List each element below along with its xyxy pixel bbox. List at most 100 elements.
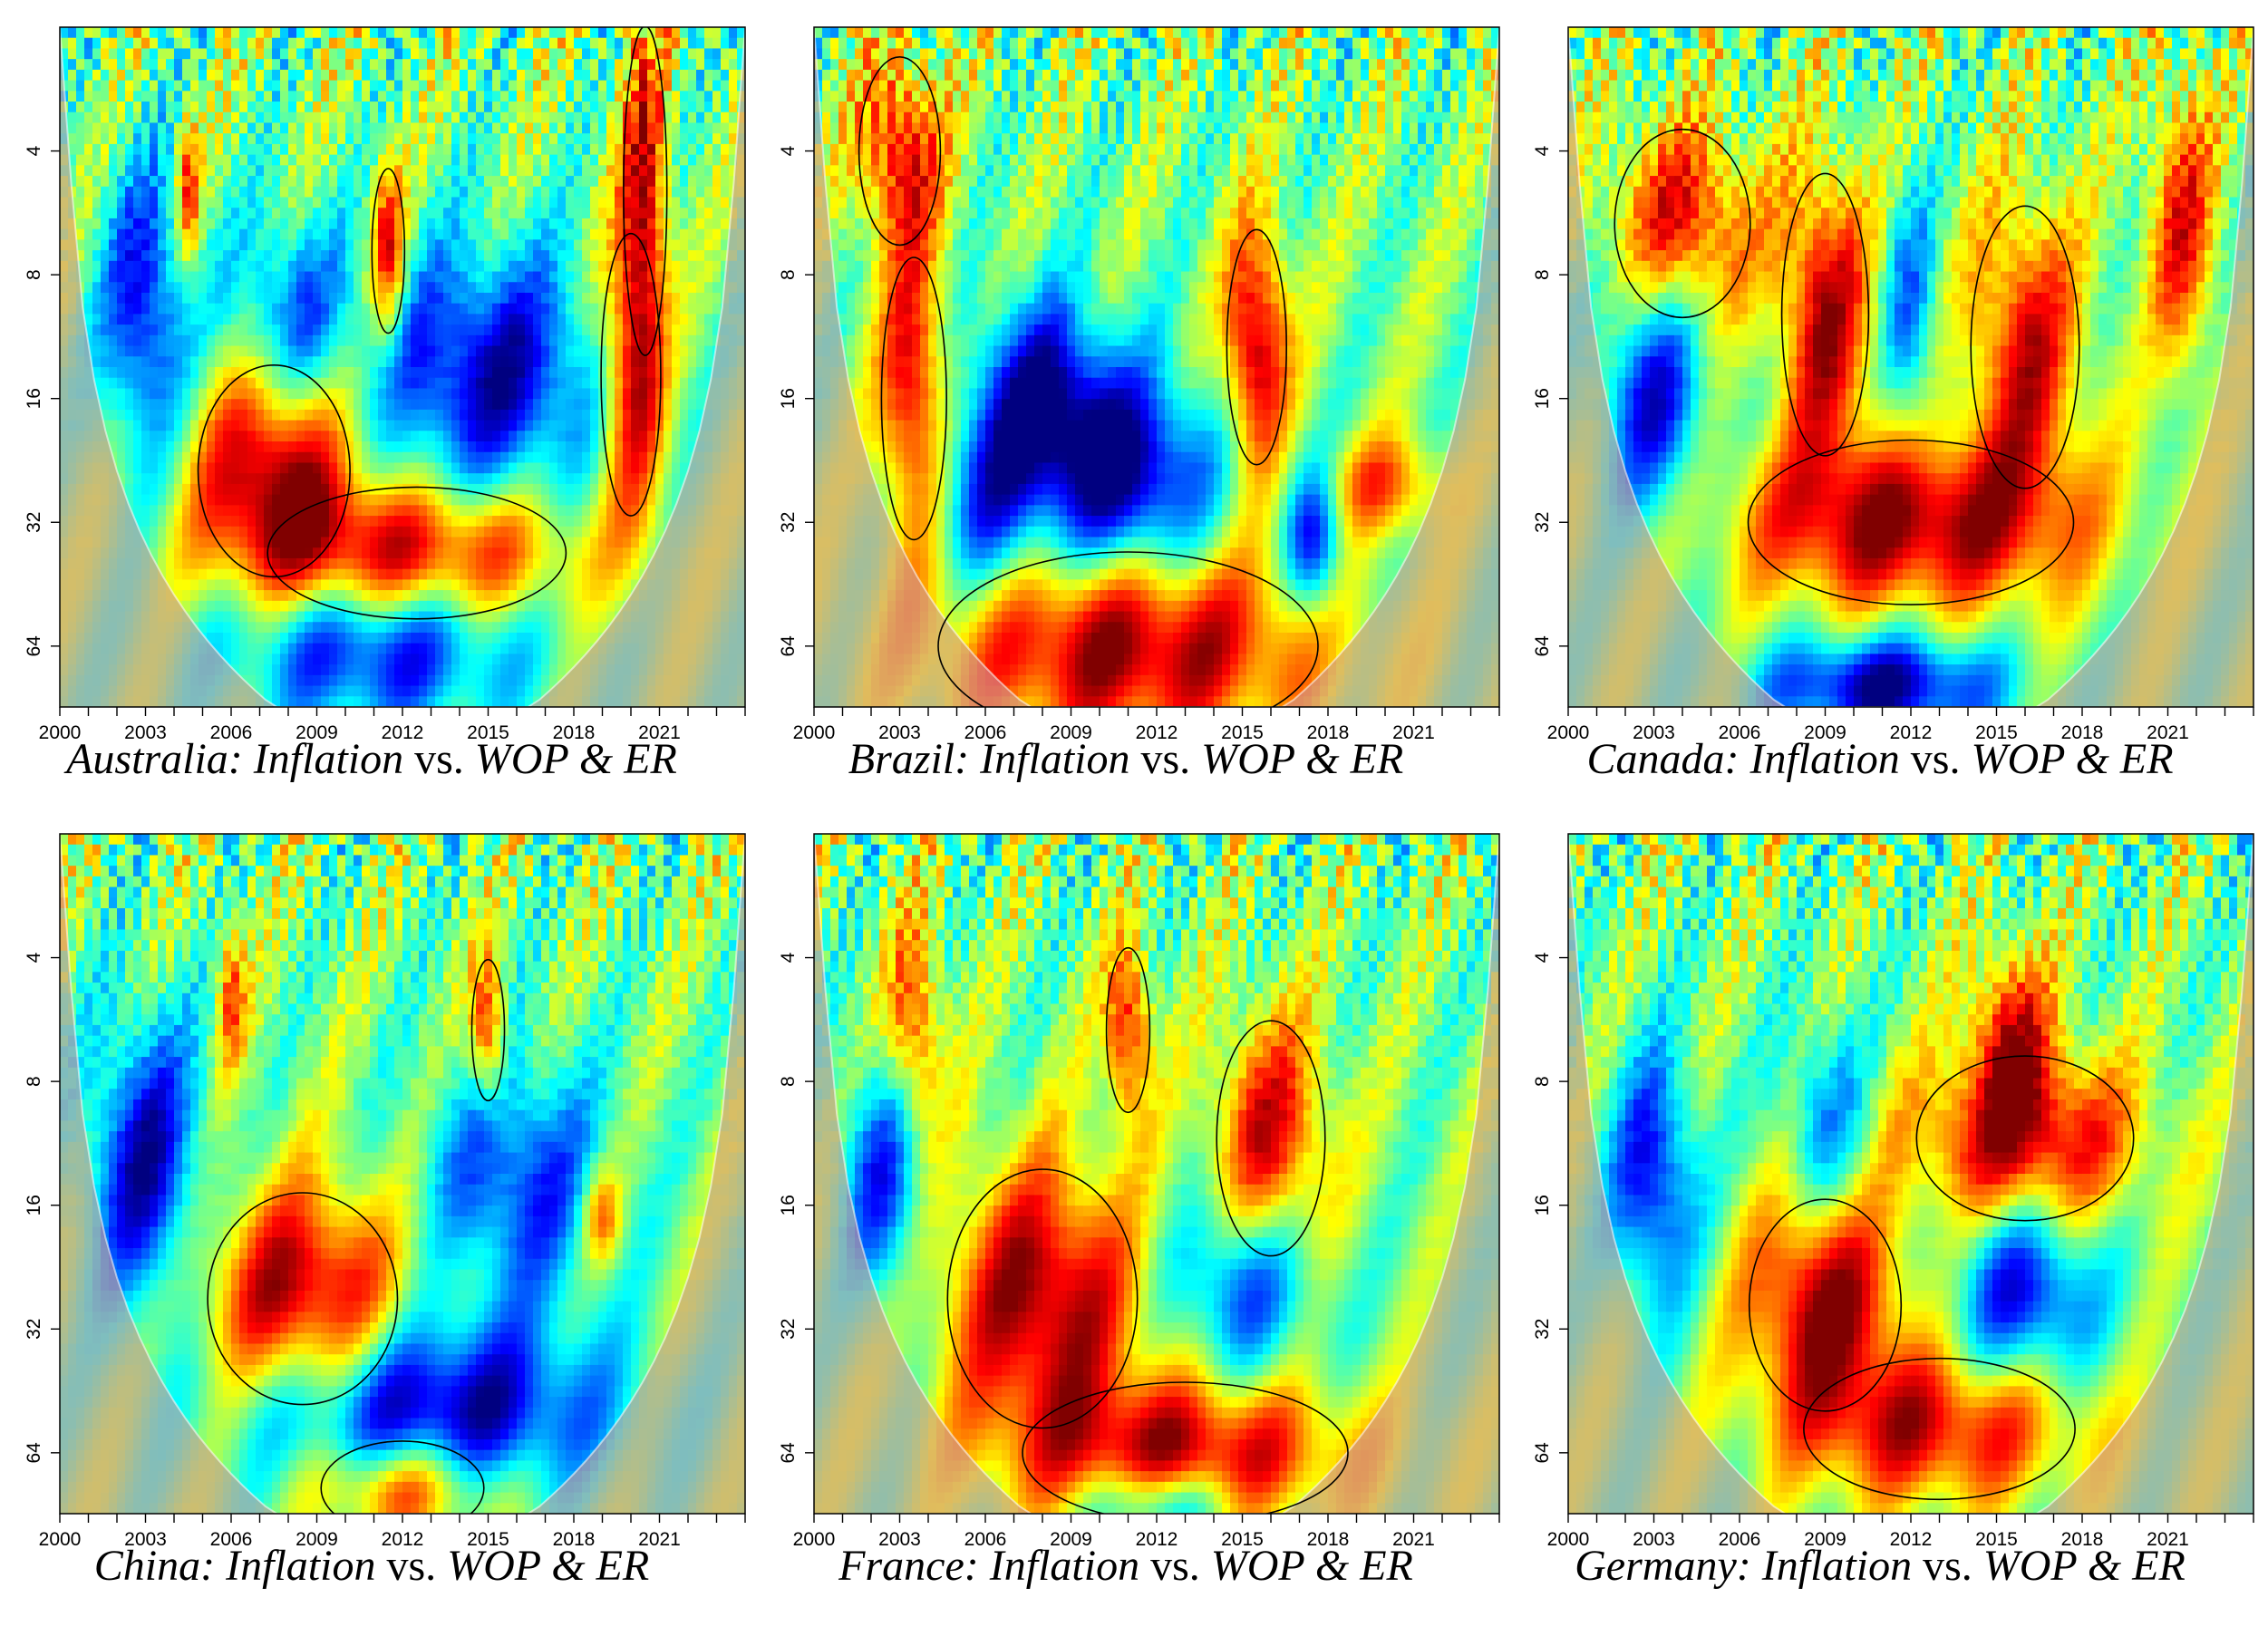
wavelet-plot-svg: 2000 2003 2006 2009 2012 2015 2018 2021 4 8 16 32 64 — [778, 26, 1500, 743]
x-tick-label: 2006 — [964, 1529, 1007, 1550]
x-tick-label: 2021 — [1392, 722, 1435, 743]
panel-china: 2000 2003 2006 2009 2012 2015 2018 2021 4 8 16 32 64… — [0, 807, 746, 1622]
x-tick-label: 2021 — [2147, 722, 2189, 743]
x-tick-label: 2009 — [1804, 1529, 1846, 1550]
x-tick-label: 2000 — [793, 1529, 836, 1550]
x-tick-label: 2018 — [1307, 722, 1350, 743]
significance-contour — [267, 486, 567, 620]
caption-country: Germany: Inflation — [1575, 1542, 1912, 1590]
panel-germany: 2000 2003 2006 2009 2012 2015 2018 2021 4 8 16 32 64… — [1508, 807, 2254, 1622]
y-tick-label: 32 — [778, 1319, 799, 1340]
y-tick-label: 64 — [24, 635, 44, 657]
cone-of-influence-edge — [1568, 834, 2253, 1514]
y-tick-label: 16 — [24, 1195, 44, 1215]
x-tick-label: 2000 — [39, 722, 82, 743]
y-tick-label: 32 — [1532, 512, 1553, 533]
y-tick-label: 32 — [778, 512, 799, 533]
x-tick-label: 2018 — [2061, 722, 2104, 743]
x-tick-label: 2012 — [382, 1529, 424, 1550]
x-tick-label: 2006 — [210, 1529, 253, 1550]
x-tick-label: 2012 — [1136, 722, 1178, 743]
panel-caption: China: Inflation vs. WOP & ER — [0, 1541, 743, 1591]
caption-country: Brazil: Inflation — [848, 735, 1130, 783]
significance-contour — [470, 958, 506, 1102]
caption-vs: vs. — [1139, 1542, 1211, 1590]
x-tick-label: 2000 — [39, 1529, 82, 1550]
x-tick-label: 2009 — [296, 1529, 338, 1550]
cone-of-influence — [60, 834, 745, 1514]
x-tick-label: 2018 — [553, 1529, 596, 1550]
significance-contour — [1216, 1020, 1326, 1257]
x-tick-label: 2021 — [1392, 1529, 1435, 1550]
y-tick-label: 4 — [778, 952, 799, 963]
cone-of-influence — [1568, 27, 2253, 707]
caption-series: WOP & ER — [1983, 1542, 2186, 1590]
y-tick-label: 16 — [24, 388, 44, 409]
y-tick-label: 64 — [24, 1442, 44, 1464]
y-tick-label: 16 — [1532, 388, 1553, 409]
y-tick-label: 64 — [778, 635, 799, 657]
y-tick-label: 8 — [24, 1076, 44, 1087]
significance-contour — [1614, 128, 1751, 319]
y-tick-label: 8 — [1532, 1076, 1553, 1087]
y-tick-label: 8 — [778, 269, 799, 280]
x-tick-label: 2003 — [1633, 722, 1675, 743]
x-tick-label: 2021 — [638, 1529, 681, 1550]
panel-caption: Brazil: Inflation vs. WOP & ER — [754, 734, 1497, 784]
significance-contour — [937, 551, 1319, 707]
cone-of-influence — [814, 27, 1499, 707]
caption-vs: vs. — [1129, 735, 1201, 783]
panel-caption: Germany: Inflation vs. WOP & ER — [1508, 1541, 2252, 1591]
caption-series: WOP & ER — [447, 1542, 649, 1590]
y-tick-label: 16 — [778, 1195, 799, 1215]
x-tick-label: 2009 — [1050, 722, 1092, 743]
x-tick-label: 2000 — [793, 722, 836, 743]
x-tick-label: 2003 — [124, 722, 167, 743]
significance-contour — [1226, 228, 1287, 466]
y-tick-label: 8 — [24, 269, 44, 280]
x-tick-label: 2018 — [2061, 1529, 2104, 1550]
y-tick-label: 16 — [778, 388, 799, 409]
y-tick-label: 4 — [24, 952, 44, 963]
y-tick-label: 64 — [1532, 635, 1553, 657]
cone-of-influence-edge — [1568, 27, 2253, 707]
significance-contour — [1022, 1381, 1349, 1514]
caption-country: China: Inflation — [94, 1542, 376, 1590]
x-tick-label: 2015 — [1221, 1529, 1264, 1550]
x-tick-label: 2018 — [1307, 1529, 1350, 1550]
x-tick-label: 2018 — [553, 722, 596, 743]
caption-vs: vs. — [1900, 735, 1972, 783]
x-tick-label: 2015 — [1221, 722, 1264, 743]
significance-contour — [371, 168, 406, 334]
significance-contour — [1803, 1357, 2076, 1501]
caption-country: France: Inflation — [838, 1542, 1139, 1590]
significance-contour — [946, 1168, 1139, 1429]
cone-of-influence — [814, 834, 1499, 1514]
caption-country: Canada: Inflation — [1586, 735, 1899, 783]
x-tick-label: 2003 — [878, 722, 921, 743]
x-tick-label: 2006 — [1719, 722, 1761, 743]
caption-series: WOP & ER — [1211, 1542, 1413, 1590]
y-tick-label: 4 — [1532, 952, 1553, 963]
y-tick-label: 32 — [24, 1319, 44, 1340]
significance-contour — [858, 56, 942, 247]
x-tick-label: 2000 — [1547, 722, 1590, 743]
x-tick-label: 2009 — [1050, 1529, 1092, 1550]
significance-contour — [1780, 172, 1870, 457]
x-tick-label: 2015 — [1975, 1529, 2018, 1550]
significance-contour — [1748, 1198, 1903, 1412]
y-tick-label: 4 — [778, 145, 799, 156]
caption-country: Australia: Inflation — [66, 735, 403, 783]
cone-of-influence — [60, 27, 745, 707]
wavelet-plot-svg: 2000 2003 2006 2009 2012 2015 2018 2021 4 8 16 32 64 — [24, 26, 746, 743]
y-tick-label: 32 — [24, 512, 44, 533]
x-tick-label: 2015 — [467, 722, 509, 743]
x-tick-label: 2006 — [210, 722, 253, 743]
x-tick-label: 2012 — [382, 722, 424, 743]
y-tick-label: 64 — [778, 1442, 799, 1464]
caption-series: WOP & ER — [475, 735, 677, 783]
x-tick-label: 2015 — [467, 1529, 509, 1550]
x-tick-label: 2009 — [1804, 722, 1846, 743]
x-tick-label: 2003 — [124, 1529, 167, 1550]
panel-caption: Canada: Inflation vs. WOP & ER — [1508, 734, 2252, 784]
